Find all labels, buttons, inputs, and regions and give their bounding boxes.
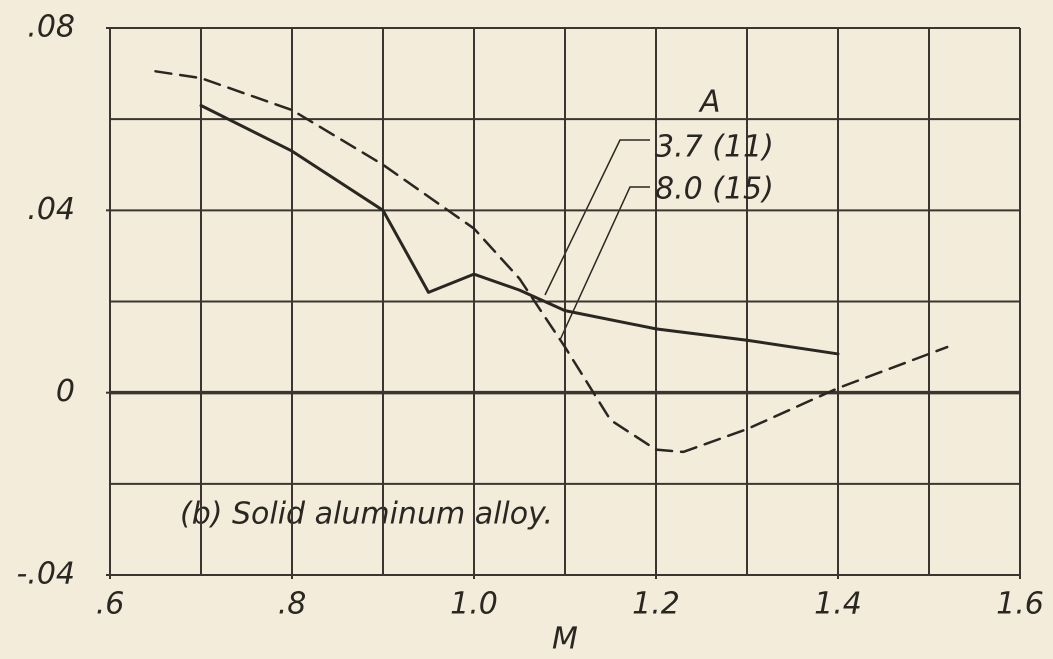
series-line bbox=[154, 70, 949, 454]
leader-line bbox=[559, 186, 650, 341]
x-tick-label: 1.0 bbox=[450, 587, 498, 622]
legend-label: 8.0 (15) bbox=[655, 172, 774, 207]
y-tick-label: .04 bbox=[27, 192, 75, 227]
series-line bbox=[199, 103, 840, 356]
y-tick-label: -.04 bbox=[16, 557, 75, 592]
y-tick-label: .08 bbox=[27, 10, 75, 45]
x-tick-label: 1.6 bbox=[996, 587, 1044, 622]
x-tick-label: 1.4 bbox=[814, 587, 862, 622]
x-tick-label: .8 bbox=[278, 587, 307, 622]
x-tick-label: .6 bbox=[96, 587, 125, 622]
leader-line bbox=[544, 139, 650, 296]
legend-label: 3.7 (11) bbox=[655, 130, 774, 165]
y-tick-label: 0 bbox=[56, 374, 75, 409]
annotation: (b) Solid aluminum alloy. bbox=[180, 497, 553, 532]
x-axis-label: M bbox=[552, 622, 578, 657]
legend-title: A bbox=[698, 85, 721, 120]
x-tick-label: 1.2 bbox=[632, 587, 680, 622]
